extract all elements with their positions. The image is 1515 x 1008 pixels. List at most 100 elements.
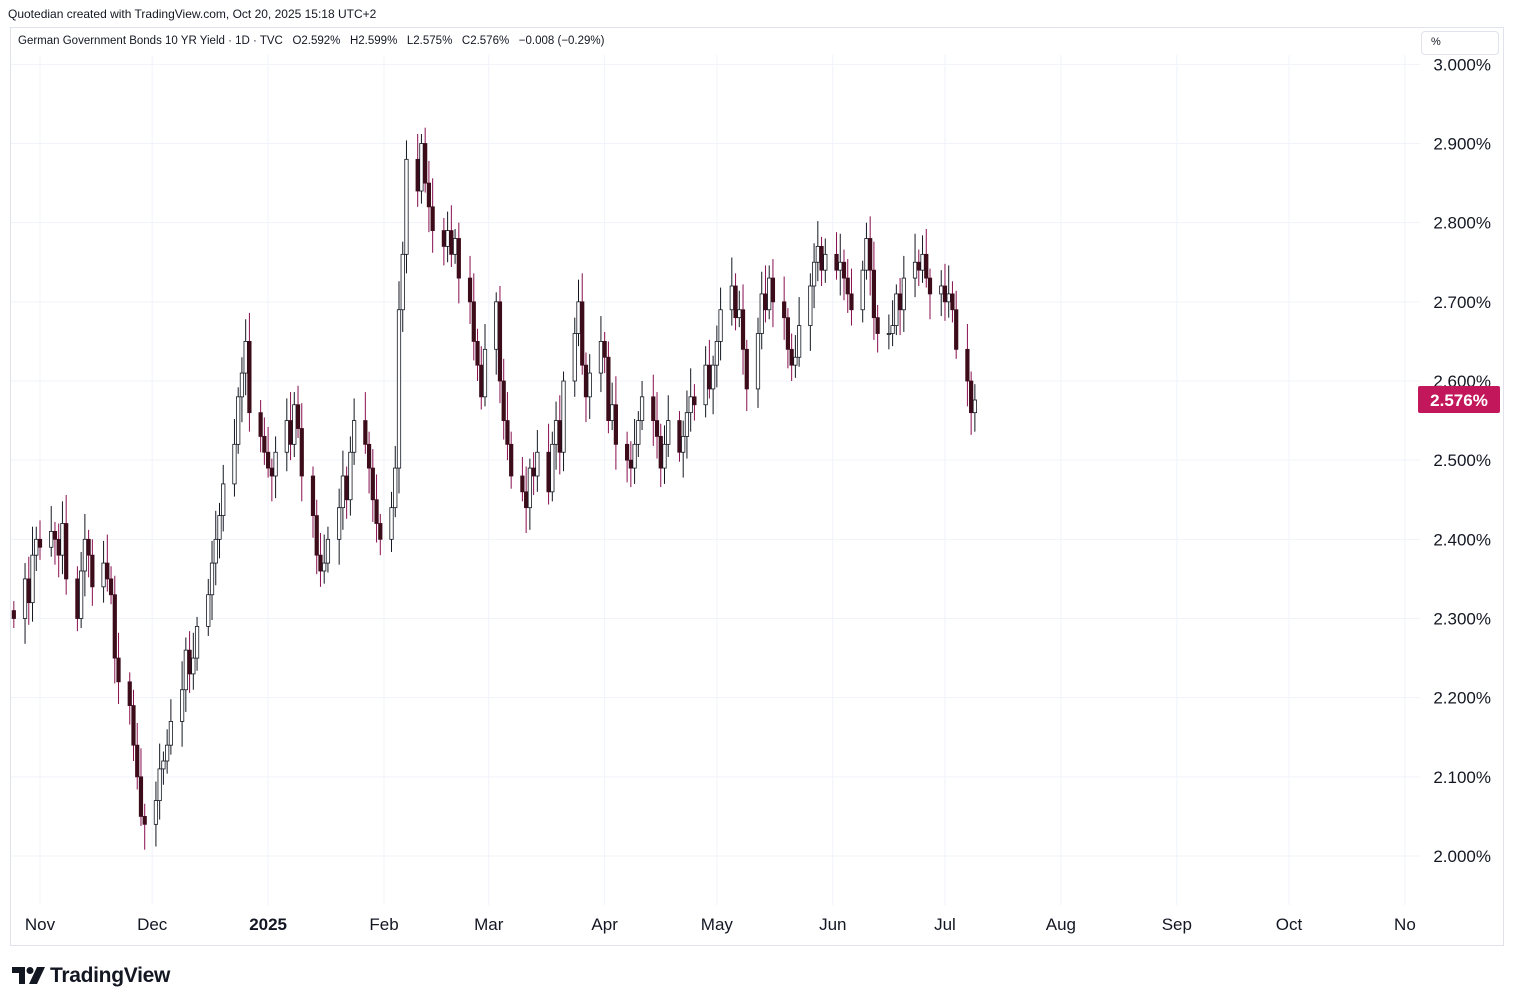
candle-body bbox=[527, 467, 532, 509]
candle-body bbox=[475, 341, 480, 366]
percent-scale-button[interactable]: % bbox=[1421, 31, 1499, 55]
candle-body bbox=[314, 515, 319, 556]
candle-body bbox=[142, 816, 147, 825]
y-tick-label: 2.700% bbox=[1433, 293, 1491, 312]
candle-body bbox=[56, 538, 61, 556]
candle-body bbox=[733, 285, 738, 319]
candle-body bbox=[636, 420, 641, 445]
candle-body bbox=[449, 230, 454, 255]
candle-body bbox=[269, 467, 274, 477]
candle-body bbox=[819, 246, 824, 271]
candle-body bbox=[942, 285, 948, 303]
y-tick-label: 2.900% bbox=[1433, 135, 1491, 154]
candle-body bbox=[927, 277, 933, 295]
candle-body bbox=[972, 399, 977, 414]
candle-body bbox=[838, 261, 843, 271]
candle-body bbox=[651, 396, 656, 421]
candle-body bbox=[30, 554, 35, 604]
candle-body bbox=[112, 594, 117, 659]
candle-body bbox=[22, 578, 28, 619]
candle-body bbox=[213, 538, 218, 564]
candle-body bbox=[662, 443, 667, 469]
candle-body bbox=[583, 364, 589, 398]
candle-body bbox=[767, 277, 772, 311]
candle-body bbox=[494, 301, 499, 350]
candle-body bbox=[393, 467, 398, 509]
legend-high: H2.599% bbox=[349, 35, 398, 47]
candle-body bbox=[897, 293, 903, 311]
candle-body bbox=[886, 333, 891, 335]
y-tick-label: 2.300% bbox=[1433, 610, 1491, 629]
x-tick-label: Oct bbox=[1276, 915, 1303, 934]
chart-pane[interactable] bbox=[10, 27, 1504, 946]
candle-body bbox=[509, 443, 514, 477]
candle-body bbox=[666, 420, 671, 445]
candle-body bbox=[90, 554, 95, 588]
candle-body bbox=[415, 158, 420, 192]
candle-body bbox=[168, 721, 173, 746]
candle-body bbox=[718, 309, 723, 342]
candle-body bbox=[127, 681, 132, 706]
candle-body bbox=[209, 562, 215, 596]
x-tick-label: Sep bbox=[1162, 915, 1192, 934]
time-axis: Nov Dec 2025 Feb Mar Apr May Jun Jul Aug Sep Oct No bbox=[25, 915, 1416, 934]
candle-body bbox=[692, 396, 697, 406]
candle-body bbox=[49, 531, 54, 548]
y-tick-label: 2.000% bbox=[1433, 847, 1491, 866]
candle-body bbox=[299, 428, 304, 477]
candle-body bbox=[811, 261, 817, 287]
y-tick-label: 2.200% bbox=[1433, 689, 1491, 708]
candle-body bbox=[815, 246, 820, 263]
candle-body bbox=[841, 261, 847, 279]
x-tick-label: May bbox=[701, 915, 734, 934]
candle-body bbox=[901, 277, 906, 311]
candle-body bbox=[153, 800, 159, 825]
candle-body bbox=[782, 301, 787, 319]
legend-close: C2.576% bbox=[461, 35, 510, 47]
y-tick-label: 2.500% bbox=[1433, 451, 1491, 470]
y-tick-label: 2.400% bbox=[1433, 530, 1491, 549]
candle-body bbox=[187, 649, 192, 675]
candle-body bbox=[520, 475, 525, 493]
x-tick-label: Feb bbox=[369, 915, 398, 934]
candle-body bbox=[759, 293, 764, 334]
candle-body bbox=[165, 744, 170, 762]
grid-lines bbox=[11, 55, 1420, 905]
candle-body bbox=[161, 760, 166, 770]
candle-body bbox=[770, 277, 776, 303]
candle-series bbox=[11, 127, 977, 850]
series-legend[interactable]: German Government Bonds 10 YR Yield · 1D… bbox=[18, 35, 604, 47]
candle-body bbox=[740, 309, 746, 350]
candle-body bbox=[576, 301, 581, 334]
candle-body bbox=[580, 301, 585, 366]
candle-body bbox=[654, 420, 660, 437]
candle-body bbox=[344, 475, 349, 501]
candle-body bbox=[875, 317, 880, 334]
candle-body bbox=[535, 451, 540, 477]
candle-body bbox=[337, 507, 342, 540]
candle-body bbox=[920, 253, 925, 271]
candle-body bbox=[524, 491, 529, 509]
last-price-tag bbox=[1418, 386, 1500, 413]
candle-body bbox=[688, 396, 693, 414]
candle-body bbox=[639, 396, 645, 421]
candle-body bbox=[561, 380, 566, 453]
candle-body bbox=[239, 372, 245, 398]
candle-body bbox=[108, 578, 114, 596]
x-tick-label: No bbox=[1394, 915, 1416, 934]
candle-body bbox=[236, 396, 241, 445]
candle-body bbox=[946, 293, 951, 303]
tradingview-brand[interactable]: TradingView bbox=[12, 964, 170, 988]
candle-body bbox=[456, 238, 461, 279]
candle-body bbox=[295, 404, 301, 429]
candle-body bbox=[374, 499, 379, 524]
candle-body bbox=[135, 744, 140, 778]
candle-body bbox=[430, 206, 435, 231]
candle-body bbox=[479, 364, 484, 398]
candle-body bbox=[808, 285, 813, 326]
candle-body bbox=[871, 269, 877, 319]
candle-body bbox=[658, 436, 663, 469]
candle-body bbox=[318, 554, 323, 572]
candle-body bbox=[191, 657, 196, 675]
